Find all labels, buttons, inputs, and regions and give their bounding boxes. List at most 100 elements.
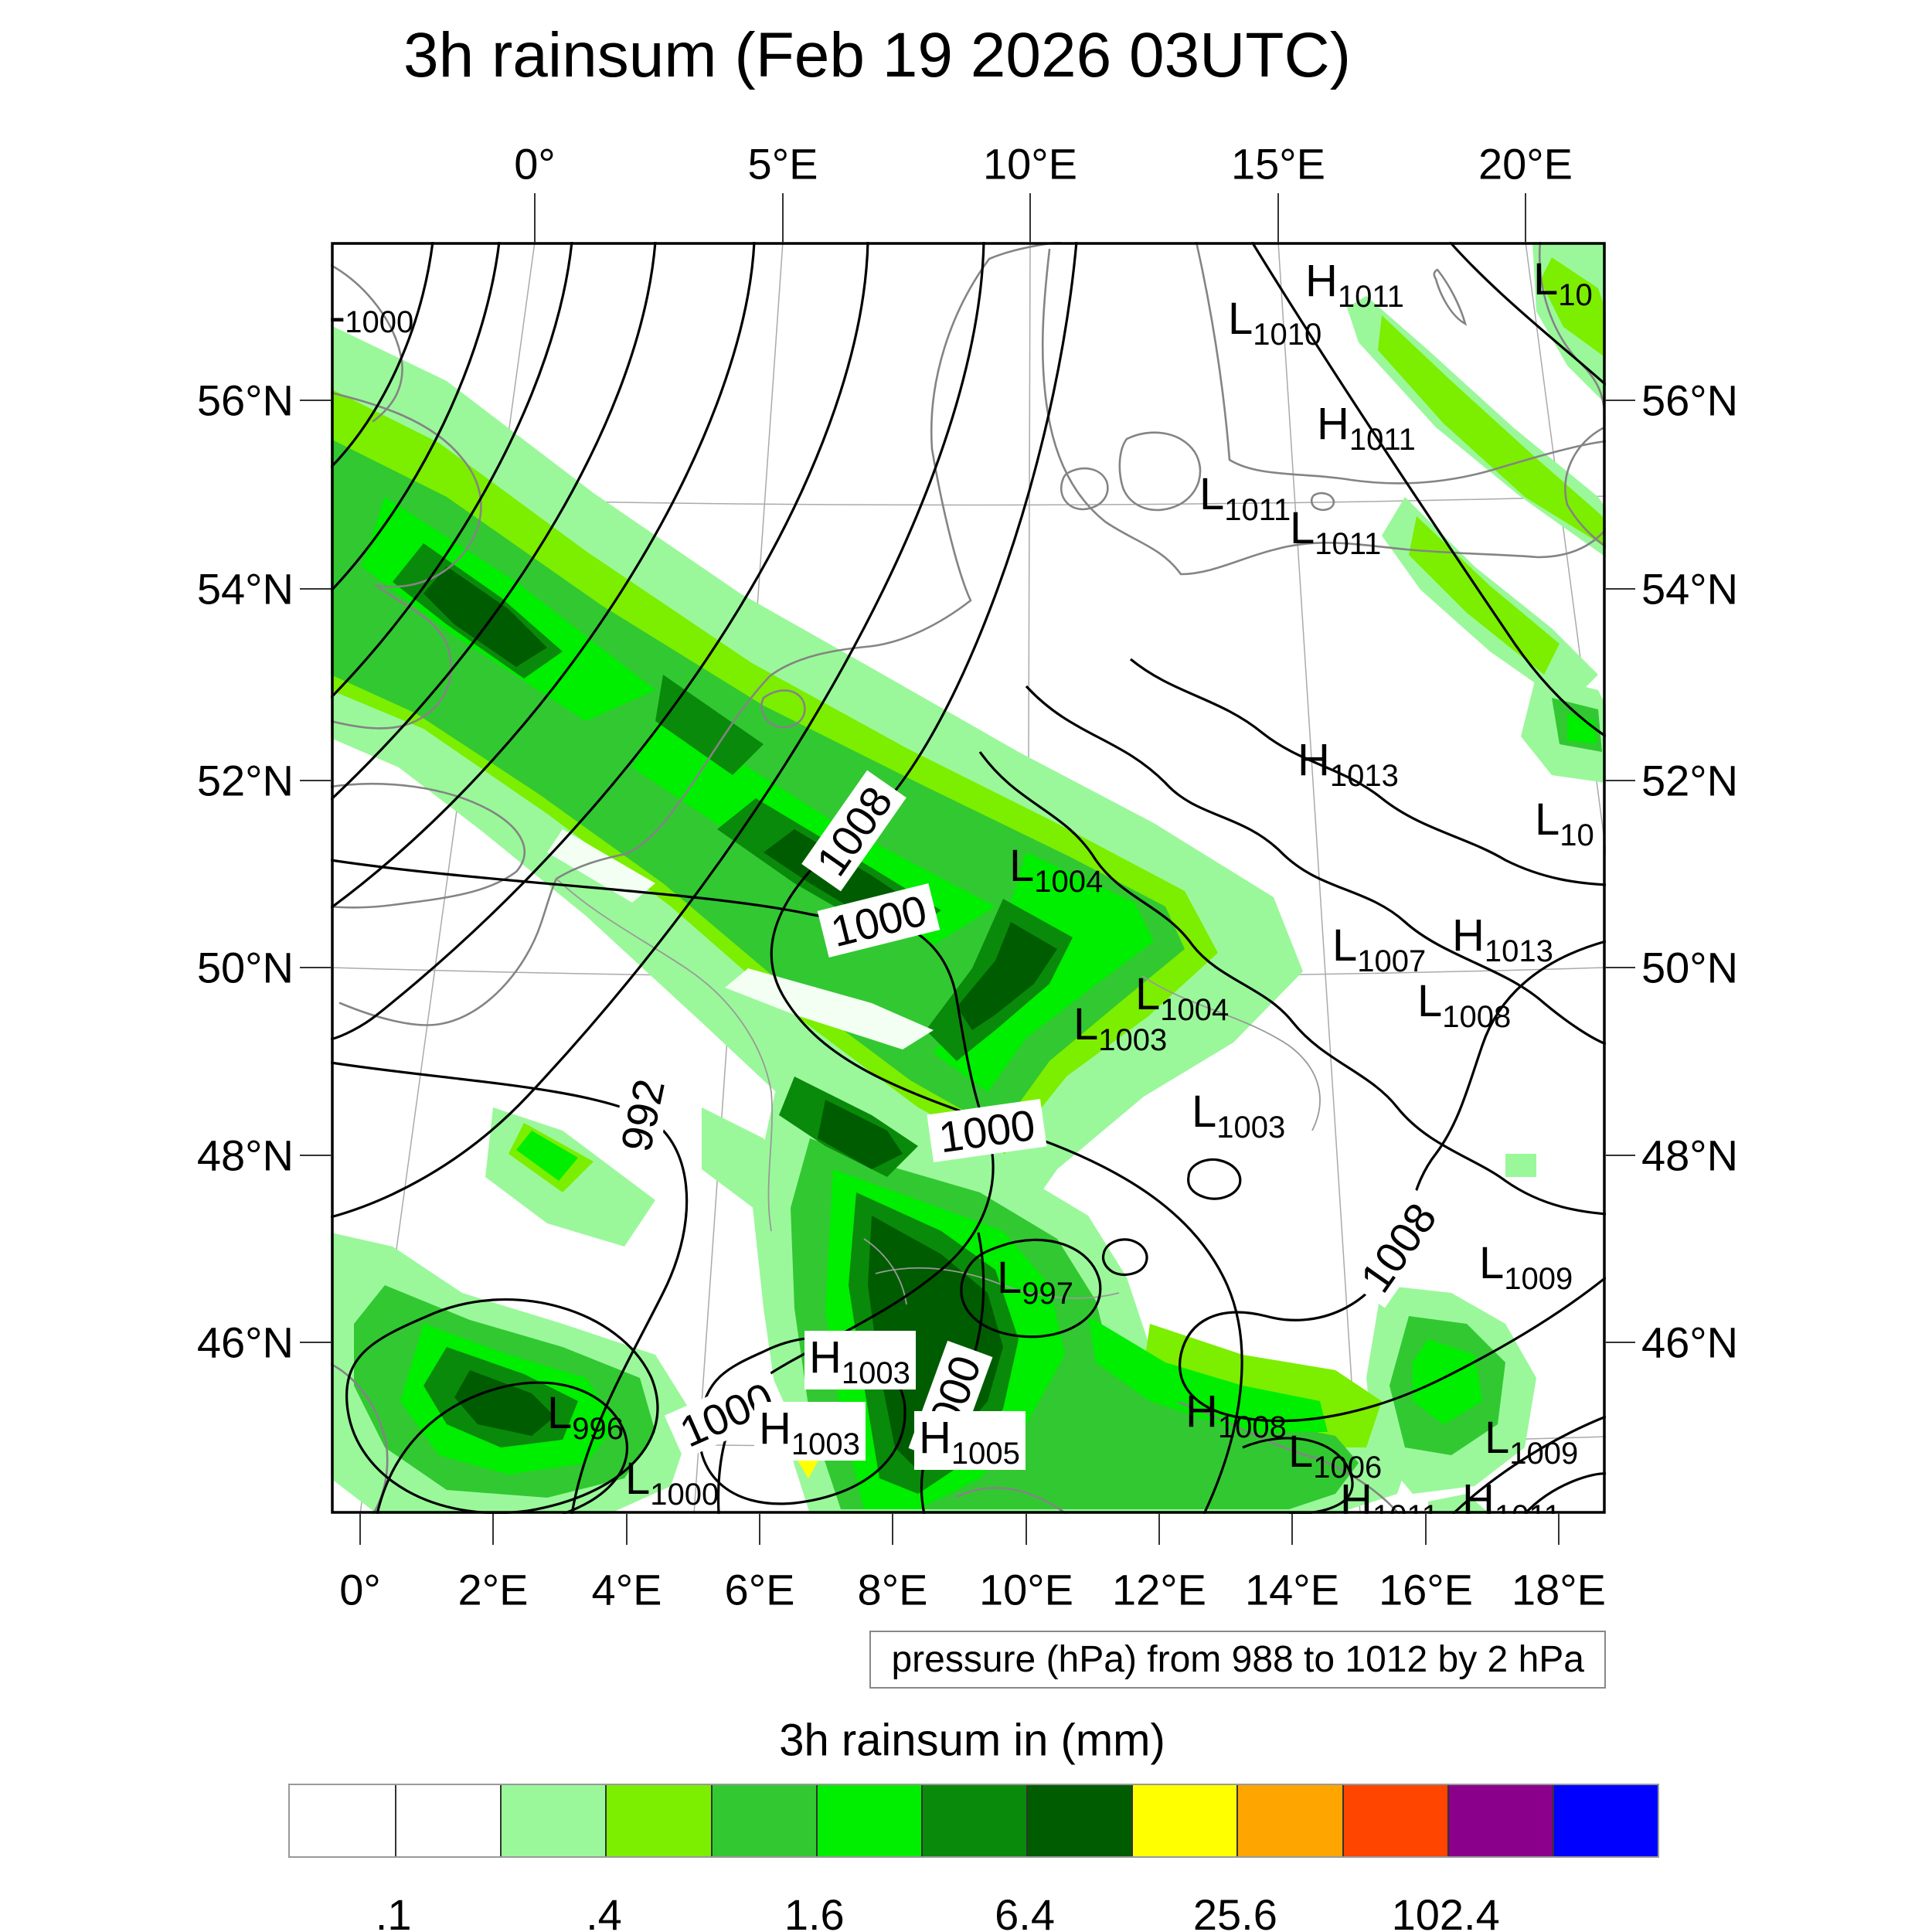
pressure-center-group: L1000	[625, 1454, 719, 1512]
bottom-axis-label: 6°E	[724, 1565, 795, 1614]
rain-area-bright	[1413, 1339, 1482, 1424]
isobar-contour	[345, 1298, 659, 1514]
isobar-contour	[1179, 940, 1606, 1423]
bottom-axis-label: 14°E	[1244, 1565, 1340, 1614]
pressure-center-label-h1013: H1013	[1452, 910, 1553, 968]
pressure-center-label-l10: L10	[1535, 794, 1594, 852]
right-axis-tick	[1606, 780, 1635, 781]
left-axis-tick	[300, 588, 331, 590]
coastline	[760, 689, 806, 729]
isobar-contour	[331, 859, 995, 1514]
country-border	[556, 878, 773, 1232]
bottom-axis-tick	[1558, 1514, 1560, 1545]
left-axis-tick	[300, 780, 331, 781]
top-axis-label: 5°E	[747, 139, 818, 189]
right-axis-tick	[1606, 967, 1635, 968]
isobar-contour	[376, 1381, 629, 1514]
rain-area-forest	[655, 675, 764, 775]
bottom-axis-label: 10°E	[978, 1565, 1074, 1614]
isobar-contour	[1448, 242, 1606, 386]
pressure-center-group: L1008	[1417, 976, 1511, 1034]
pressure-center-label-l1003: L1003	[1192, 1087, 1285, 1145]
pressure-center-label-h1011: H1011	[1305, 256, 1404, 314]
pressure-center-group: L996	[547, 1388, 624, 1446]
right-axis-tick	[1606, 1155, 1635, 1156]
rain-area-dark	[423, 566, 547, 667]
pressure-center-label-l1008: L1008	[1417, 976, 1511, 1034]
coastline	[338, 242, 1062, 1026]
pressure-center-label-l1009: L1009	[1485, 1413, 1578, 1471]
left-axis-tick	[300, 967, 331, 968]
pressure-center-group: L1003	[1192, 1087, 1285, 1145]
pressure-center-group: H1011	[1305, 256, 1404, 314]
graticule-line	[1525, 242, 1606, 856]
colorbar-cell	[1131, 1785, 1237, 1856]
isobar-contour	[331, 242, 756, 910]
coastline	[1060, 467, 1109, 511]
pressure-center-label-l996: L996	[547, 1388, 624, 1446]
pressure-center-group: H1011	[1340, 1475, 1439, 1514]
isobar-contour	[978, 751, 1606, 1216]
colorbar-cell	[1342, 1785, 1447, 1856]
coastline	[1178, 1401, 1400, 1514]
pressure-center-group: L1003	[1073, 999, 1167, 1057]
top-axis-tick	[534, 193, 536, 242]
map-frame	[331, 242, 1606, 1514]
pressure-center-group: L1009	[1479, 1238, 1573, 1296]
pressure-center-group: L1009	[1485, 1413, 1578, 1471]
bottom-axis-label: 4°E	[591, 1565, 662, 1614]
rain-area-whiteholes	[547, 829, 655, 903]
isobar-contour	[331, 1061, 689, 1514]
right-axis-label: 48°N	[1641, 1131, 1739, 1180]
pressure-center-label-h1003: H1003	[759, 1403, 860, 1461]
top-axis-label: 10°E	[982, 139, 1078, 189]
isobar-contour	[1129, 658, 1606, 886]
colorbar-cell	[920, 1785, 1027, 1856]
pressure-center-label-l1011: L1011	[1199, 469, 1291, 527]
rain-area-whiteholes	[725, 968, 934, 1049]
country-border	[1141, 975, 1321, 1131]
pressure-label-box	[754, 1402, 866, 1461]
pressure-center-label-h1013: H1013	[1298, 735, 1399, 793]
rain-area-ygreen	[1409, 516, 1560, 675]
pressure-center-group: H1008	[1185, 1386, 1287, 1444]
isobar-contour	[331, 242, 434, 469]
rain-area-bright	[1088, 1316, 1328, 1432]
bottom-axis-tick	[1158, 1514, 1160, 1545]
rain-area-pale	[1428, 1494, 1490, 1514]
bottom-axis-tick	[1291, 1514, 1293, 1545]
coastline	[1118, 431, 1202, 512]
bottom-axis-label: 16°E	[1378, 1565, 1474, 1614]
left-axis-label: 54°N	[196, 564, 294, 614]
isobar-contour	[770, 242, 1243, 1514]
right-axis-label: 54°N	[1641, 564, 1739, 614]
rain-area-dark	[957, 922, 1057, 1030]
colorbar	[288, 1784, 1659, 1858]
colorbar-cell	[710, 1785, 816, 1856]
pressure-center-label-h1011: H1011	[1317, 399, 1416, 457]
pressure-center-label-l997: L997	[997, 1253, 1073, 1311]
isobar-contour	[1451, 1415, 1606, 1514]
pressure-center-label-l1004: L1004	[1009, 841, 1103, 899]
left-axis-label: 50°N	[196, 943, 294, 992]
pressure-center-label-l1000: L1000	[625, 1454, 719, 1512]
bottom-axis-label: 12°E	[1111, 1565, 1207, 1614]
pressure-center-label-h1005: H1005	[919, 1413, 1020, 1471]
bottom-axis-tick	[359, 1514, 361, 1545]
colorbar-value-label: 102.4	[1391, 1890, 1500, 1932]
pressure-center-label-l10: L10	[1533, 254, 1593, 312]
pressure-center-group: L1010	[1228, 294, 1321, 352]
isobar-contour	[331, 242, 869, 1041]
bottom-axis-tick	[492, 1514, 494, 1545]
contour-label-box	[609, 1066, 675, 1165]
contour-label-box	[817, 883, 940, 957]
bottom-axis-tick	[626, 1514, 628, 1545]
colorbar-cell	[290, 1785, 396, 1856]
top-axis-tick	[1029, 193, 1031, 242]
pressure-label-box	[804, 1331, 916, 1389]
coastline	[955, 1487, 1068, 1514]
rain-area-pale	[1505, 1154, 1536, 1177]
colorbar-cell	[1236, 1785, 1342, 1856]
colorbar-cell	[1447, 1785, 1553, 1856]
